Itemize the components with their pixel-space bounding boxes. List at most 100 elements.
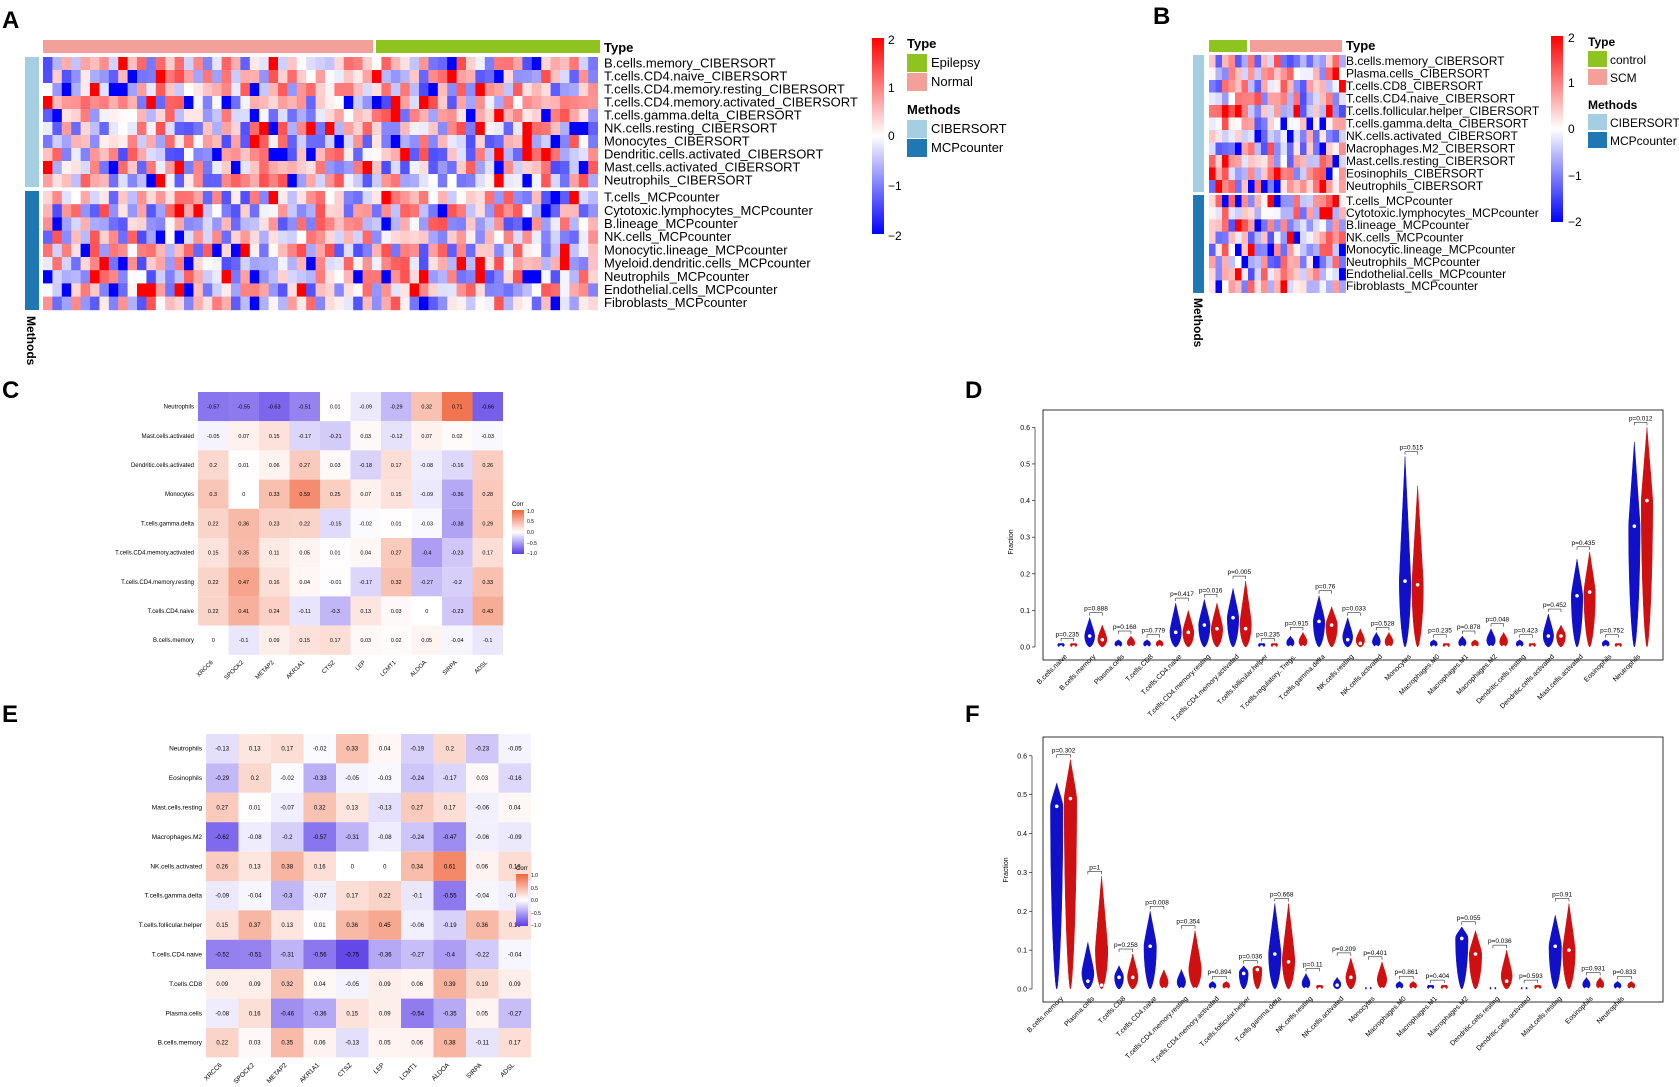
heatmap-cell xyxy=(306,283,316,297)
corr-value: 0.15 xyxy=(346,1011,358,1017)
heatmap-cell xyxy=(503,148,514,162)
heatmap-cell xyxy=(466,148,476,162)
heatmap-cell xyxy=(1293,130,1301,143)
corr-cell xyxy=(336,998,369,1028)
methods-axis-label: Methods xyxy=(1191,298,1205,348)
heatmap-cell xyxy=(1332,219,1340,232)
heatmap-cell xyxy=(1319,142,1327,156)
corr-cell xyxy=(336,969,369,999)
heatmap-cell xyxy=(1306,207,1314,220)
heatmap-cell xyxy=(1215,195,1223,208)
corr-value: 0.27 xyxy=(299,463,310,469)
heatmap-cell xyxy=(1326,207,1333,220)
heatmap-cell xyxy=(61,230,72,245)
heatmap-cell xyxy=(1300,92,1307,106)
heatmap-cell xyxy=(343,70,354,84)
heatmap-cell xyxy=(1287,55,1294,68)
heatmap-cell xyxy=(61,122,72,136)
heatmap-cell xyxy=(409,161,420,175)
heatmap-cell xyxy=(71,135,81,149)
corr-value: -0.36 xyxy=(378,953,392,959)
p-value-label: p=0.528 xyxy=(1371,620,1395,627)
heatmap-cell xyxy=(52,257,63,271)
heatmap-cell xyxy=(588,243,598,258)
heatmap-cell xyxy=(165,174,175,188)
corr-value: 0 xyxy=(383,864,387,870)
heatmap-cell xyxy=(569,96,580,110)
heatmap-cell xyxy=(531,70,542,84)
heatmap-cell xyxy=(193,283,204,297)
heatmap-cell xyxy=(137,57,147,71)
heatmap-cell xyxy=(560,283,570,297)
heatmap-cell xyxy=(202,217,213,231)
heatmap-cell xyxy=(466,161,476,175)
heatmap-cell xyxy=(428,174,439,188)
p-value-label: p=0.209 xyxy=(1332,946,1356,953)
heatmap-cell xyxy=(146,148,157,162)
heatmap-cell xyxy=(325,135,335,149)
heatmap-cell xyxy=(52,161,63,175)
heatmap-cell xyxy=(1254,167,1262,181)
heatmap-cell xyxy=(193,57,204,71)
corr-value: -0.33 xyxy=(313,776,327,782)
heatmap-cell xyxy=(1241,219,1249,232)
heatmap-cell xyxy=(578,217,589,231)
corr-value: 0.33 xyxy=(269,492,280,498)
heatmap-cell xyxy=(1332,92,1340,106)
heatmap-cell xyxy=(466,83,476,97)
corr-value: 0.06 xyxy=(411,1041,423,1047)
heatmap-cell xyxy=(400,257,410,271)
heatmap-cell xyxy=(165,204,175,218)
heatmap-cell xyxy=(513,243,523,258)
heatmap-cell xyxy=(1235,180,1242,193)
heatmap-cell xyxy=(212,243,222,258)
corr-value: 0.22 xyxy=(216,1041,228,1047)
heatmap-cell xyxy=(1222,256,1229,269)
heatmap-cell xyxy=(306,174,316,188)
corr-value: 0.27 xyxy=(391,551,402,557)
y-tick-label: 0.3 xyxy=(1017,870,1027,877)
p-value-label: p=0.779 xyxy=(1141,628,1165,635)
heatmap-cell xyxy=(1235,130,1242,143)
heatmap-cell xyxy=(1300,256,1307,269)
heatmap-cell xyxy=(296,135,307,149)
heatmap-cell xyxy=(1254,231,1262,245)
heatmap-cell xyxy=(1267,117,1275,131)
heatmap-cell xyxy=(249,57,260,71)
corr-value: -0.07 xyxy=(280,806,294,812)
heatmap-cell xyxy=(334,243,345,258)
heatmap-cell xyxy=(1215,142,1223,156)
heatmap-cell xyxy=(315,70,326,84)
heatmap-cell xyxy=(334,191,345,205)
heatmap-cell xyxy=(212,70,222,84)
corr-value: 0.33 xyxy=(482,580,493,586)
heatmap-cell xyxy=(447,83,457,97)
heatmap-cell xyxy=(90,230,100,245)
corr-value: 0.2 xyxy=(251,776,260,782)
heatmap-cell xyxy=(165,296,175,311)
heatmap-cell xyxy=(193,70,204,84)
heatmap-cell xyxy=(1228,180,1236,193)
corr-cell xyxy=(472,479,503,509)
violin-group2 xyxy=(1562,903,1576,990)
violin-group2 xyxy=(1384,631,1394,648)
heatmap-cell xyxy=(390,204,401,218)
heatmap-cell xyxy=(1300,231,1307,245)
corr-cell xyxy=(271,939,304,970)
heatmap-cell xyxy=(513,83,523,97)
corr-cell xyxy=(472,450,503,480)
heatmap-cell xyxy=(184,243,194,258)
heatmap-cell xyxy=(381,283,392,297)
heatmap-cell xyxy=(118,296,128,311)
heatmap-cell xyxy=(1274,105,1281,118)
heatmap-cell xyxy=(560,96,570,110)
heatmap-cell xyxy=(456,109,467,123)
heatmap-cell xyxy=(1261,256,1268,269)
heatmap-cell xyxy=(184,217,194,231)
heatmap-cell xyxy=(1267,142,1275,156)
heatmap-cell xyxy=(372,204,382,218)
heatmap-cell xyxy=(1248,55,1255,68)
corr-value: 0.33 xyxy=(346,747,358,753)
heatmap-cell xyxy=(306,161,316,175)
corr-value: 0.16 xyxy=(249,1011,261,1017)
